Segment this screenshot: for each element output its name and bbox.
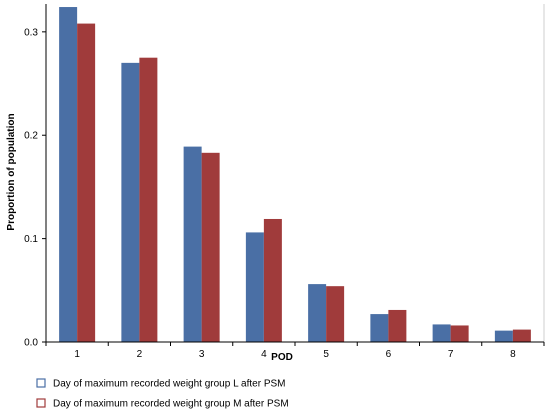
axes-group: 0.0 0.1 0.2 0.3 1 2 3 4 5 6 7 8 — [24, 4, 545, 360]
legend-swatch-2 — [36, 398, 46, 408]
bar-series2-pod-8 — [512, 329, 531, 342]
legend: Day of maximum recorded weight group L a… — [36, 378, 289, 410]
legend-label-1: Day of maximum recorded weight group L a… — [53, 379, 286, 390]
x-tick-label: 7 — [448, 349, 454, 360]
bar-series1-pod-8 — [494, 330, 513, 342]
bar-series2-pod-4 — [263, 218, 282, 342]
bar-series2-pod-6 — [388, 309, 407, 342]
y-tick-label: 0.0 — [24, 338, 38, 349]
x-tick-label: 8 — [510, 349, 516, 360]
bars-group — [59, 7, 531, 343]
legend-swatch-1 — [36, 378, 46, 388]
bar-series1-pod-1 — [59, 7, 78, 343]
bar-series1-pod-3 — [183, 146, 202, 342]
bar-series1-pod-7 — [432, 324, 451, 342]
bar-series1-pod-5 — [308, 284, 327, 342]
bar-series2-pod-5 — [326, 286, 345, 342]
bar-series1-pod-2 — [121, 62, 140, 342]
x-tick-label: 3 — [199, 349, 205, 360]
x-tick-label: 4 — [261, 349, 267, 360]
y-axis-title: Proportion of population — [6, 113, 17, 230]
x-tick-label: 6 — [386, 349, 392, 360]
bar-series1-pod-6 — [370, 314, 389, 342]
x-tick-label: 1 — [74, 349, 80, 360]
x-tick-label: 2 — [137, 349, 143, 360]
x-tick-label: 5 — [323, 349, 329, 360]
bar-series2-pod-1 — [77, 23, 96, 343]
bar-series2-pod-7 — [450, 325, 469, 342]
bar-series2-pod-2 — [139, 57, 158, 342]
x-axis-title: POD — [271, 352, 293, 363]
y-tick-label: 0.2 — [24, 131, 38, 142]
y-tick-label: 0.1 — [24, 234, 38, 245]
bar-series1-pod-4 — [245, 232, 264, 342]
legend-label-2: Day of maximum recorded weight group M a… — [53, 399, 289, 410]
y-tick-label: 0.3 — [24, 27, 38, 38]
bar-series2-pod-3 — [201, 152, 220, 342]
